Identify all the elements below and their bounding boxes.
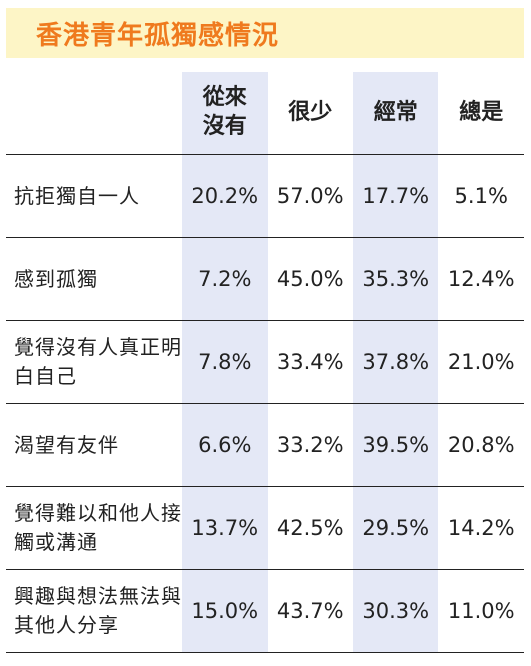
survey-table: 從來沒有 很少 經常 總是 抗拒獨自一人 20.2% 57.0% 17.7% 5…: [6, 72, 524, 653]
row-label: 覺得沒有人真正明白自己: [14, 335, 182, 388]
column-header-never: 從來 沒有: [182, 72, 268, 155]
table-row: 感到孤獨 7.2% 45.0% 35.3% 12.4%: [6, 237, 524, 321]
cell-always: 14.2%: [447, 516, 515, 540]
cell-often: 37.8%: [352, 320, 439, 404]
cell-often: 39.5%: [352, 403, 439, 487]
cell-always: 21.0%: [447, 350, 515, 374]
title-banner: 香港青年孤獨感情況: [6, 8, 524, 58]
cell-always: 5.1%: [454, 184, 508, 208]
cell-never: 7.8%: [182, 320, 268, 404]
cell-always: 12.4%: [447, 267, 515, 291]
cell-rarely: 42.5%: [276, 516, 344, 540]
table-row: 渴望有友伴 6.6% 33.2% 39.5% 20.8%: [6, 403, 524, 487]
header-empty-cell: [6, 72, 182, 155]
cell-often: 35.3%: [352, 237, 439, 321]
cell-often: 29.5%: [352, 486, 439, 570]
cell-rarely: 33.2%: [276, 433, 344, 457]
table-header-row: 從來沒有 很少 經常 總是: [6, 72, 524, 155]
cell-never: 6.6%: [182, 403, 268, 487]
cell-rarely: 33.4%: [276, 350, 344, 374]
column-header-always: 總是: [459, 99, 504, 125]
cell-never: 7.2%: [182, 237, 268, 321]
cell-never: 13.7%: [182, 486, 268, 570]
cell-often: 30.3%: [352, 569, 439, 653]
cell-rarely: 57.0%: [276, 184, 344, 208]
column-header-often: 經常: [352, 72, 439, 155]
row-label: 覺得難以和他人接觸或溝通: [14, 501, 182, 554]
row-label: 興趣與想法無法與其他人分享: [14, 584, 182, 637]
table-row: 覺得難以和他人接觸或溝通 13.7% 42.5% 29.5% 14.2%: [6, 486, 524, 570]
table-row: 覺得沒有人真正明白自己 7.8% 33.4% 37.8% 21.0%: [6, 320, 524, 404]
row-label: 抗拒獨自一人: [14, 183, 140, 208]
cell-always: 11.0%: [447, 599, 515, 623]
column-header-rarely: 很少: [288, 99, 333, 125]
cell-never: 20.2%: [182, 154, 268, 238]
cell-often: 17.7%: [352, 154, 439, 238]
page-title: 香港青年孤獨感情況: [36, 20, 280, 51]
row-label: 感到孤獨: [14, 266, 98, 291]
cell-always: 20.8%: [447, 433, 515, 457]
cell-never: 15.0%: [182, 569, 268, 653]
cell-rarely: 45.0%: [276, 267, 344, 291]
column-header-never-line-2: 沒有: [202, 114, 247, 139]
table-row: 興趣與想法無法與其他人分享 15.0% 43.7% 30.3% 11.0%: [6, 569, 524, 653]
column-header-never-line-1: 從來: [202, 85, 247, 111]
row-label: 渴望有友伴: [14, 432, 119, 457]
cell-rarely: 43.7%: [276, 599, 344, 623]
table-row: 抗拒獨自一人 20.2% 57.0% 17.7% 5.1%: [6, 154, 524, 238]
